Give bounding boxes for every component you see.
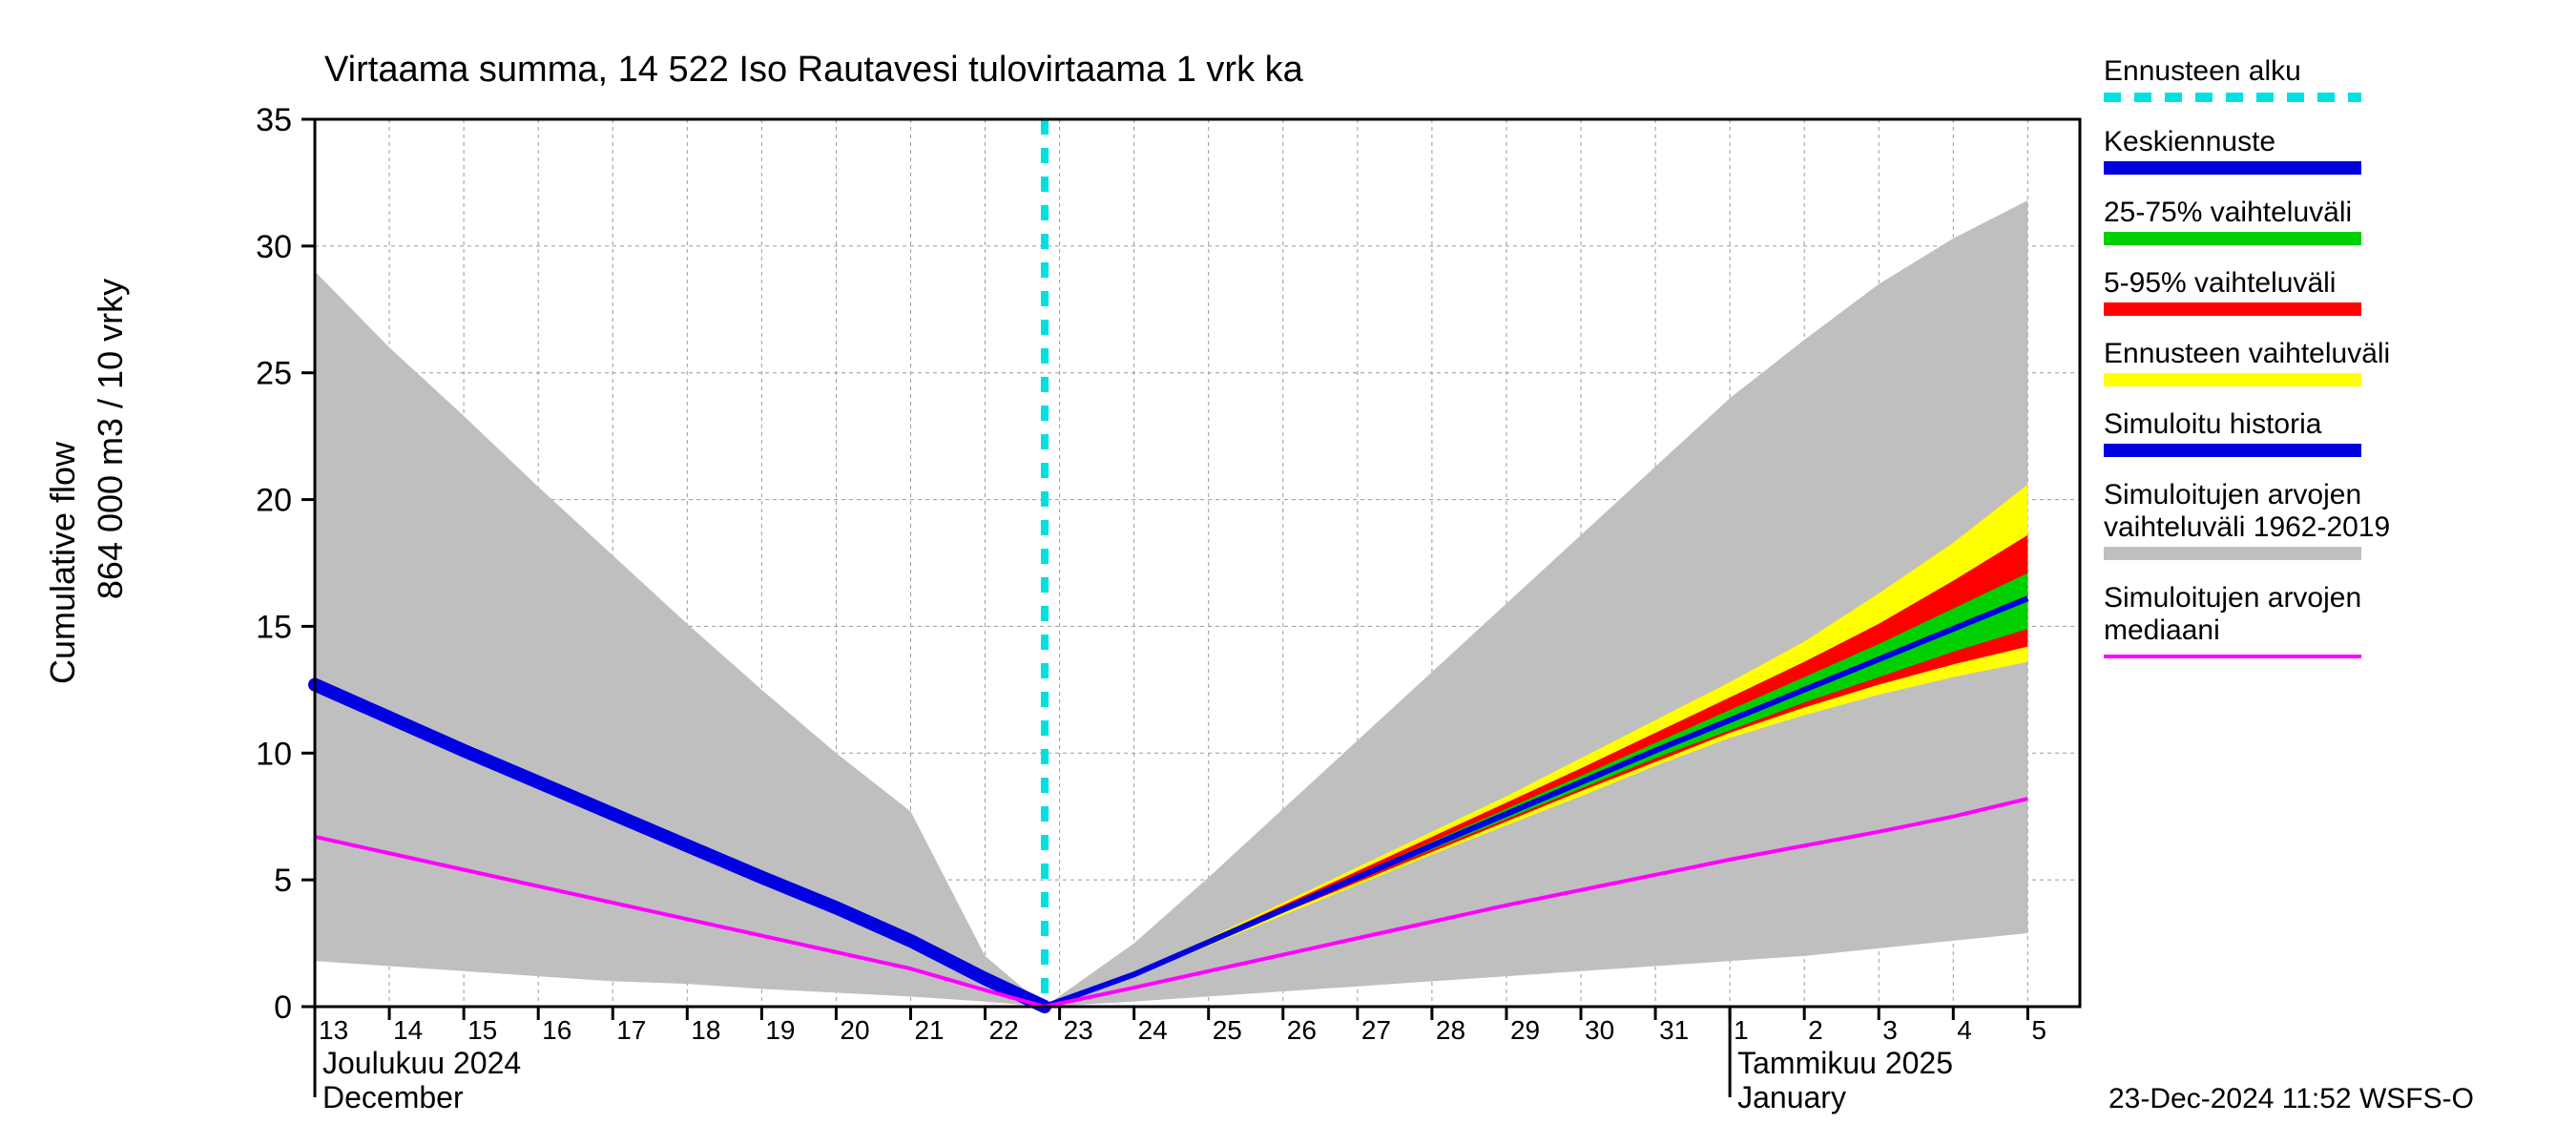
x-tick-label: 18 (691, 1015, 720, 1045)
y-tick-label: 30 (256, 229, 292, 265)
legend-label: 5-95% vaihteluväli (2104, 267, 2336, 299)
legend-label: Ennusteen alku (2104, 55, 2301, 87)
y-tick-label: 35 (256, 102, 292, 138)
legend-label: Simuloitu historia (2104, 408, 2322, 440)
y-tick-label: 10 (256, 736, 292, 772)
x-tick-label: 24 (1138, 1015, 1168, 1045)
x-tick-label: 13 (319, 1015, 348, 1045)
month-label: December (322, 1080, 464, 1114)
x-tick-label: 4 (1957, 1015, 1972, 1045)
x-tick-label: 17 (616, 1015, 646, 1045)
y-axis-label: 864 000 m3 / 10 vrky (91, 279, 130, 599)
x-tick-label: 31 (1659, 1015, 1689, 1045)
y-tick-label: 5 (274, 863, 292, 899)
x-tick-label: 22 (989, 1015, 1019, 1045)
legend-label: mediaani (2104, 614, 2220, 646)
x-tick-label: 15 (467, 1015, 497, 1045)
x-tick-label: 28 (1436, 1015, 1465, 1045)
y-tick-label: 15 (256, 609, 292, 645)
legend-label: vaihteluväli 1962-2019 (2104, 511, 2390, 543)
y-tick-label: 0 (274, 989, 292, 1026)
y-tick-label: 20 (256, 483, 292, 519)
month-label: Joulukuu 2024 (322, 1046, 521, 1080)
x-tick-label: 3 (1882, 1015, 1898, 1045)
x-tick-label: 2 (1808, 1015, 1823, 1045)
x-tick-label: 26 (1287, 1015, 1317, 1045)
legend-label: Ennusteen vaihteluväli (2104, 338, 2390, 369)
x-tick-label: 29 (1510, 1015, 1540, 1045)
x-tick-label: 19 (765, 1015, 795, 1045)
y-axis-label: Cumulative flow (43, 441, 82, 684)
chart-svg: 0510152025303513141516171819202122232425… (0, 0, 2576, 1145)
y-tick-label: 25 (256, 356, 292, 392)
chart-container: 0510152025303513141516171819202122232425… (0, 0, 2576, 1145)
legend-label: 25-75% vaihteluväli (2104, 197, 2352, 228)
legend-label: Simuloitujen arvojen (2104, 582, 2361, 614)
x-tick-label: 27 (1361, 1015, 1391, 1045)
legend-label: Keskiennuste (2104, 126, 2275, 157)
x-tick-label: 16 (542, 1015, 571, 1045)
x-tick-label: 23 (1064, 1015, 1093, 1045)
month-label: January (1737, 1080, 1846, 1114)
x-tick-label: 25 (1213, 1015, 1242, 1045)
x-tick-label: 20 (840, 1015, 869, 1045)
month-label: Tammikuu 2025 (1737, 1046, 1953, 1080)
legend-label: Simuloitujen arvojen (2104, 479, 2361, 510)
footer-timestamp: 23-Dec-2024 11:52 WSFS-O (2109, 1083, 2474, 1114)
x-tick-label: 1 (1734, 1015, 1749, 1045)
chart-title: Virtaama summa, 14 522 Iso Rautavesi tul… (324, 50, 1304, 90)
x-tick-label: 21 (914, 1015, 944, 1045)
x-tick-label: 14 (393, 1015, 423, 1045)
x-tick-label: 30 (1585, 1015, 1614, 1045)
x-tick-label: 5 (2031, 1015, 2046, 1045)
